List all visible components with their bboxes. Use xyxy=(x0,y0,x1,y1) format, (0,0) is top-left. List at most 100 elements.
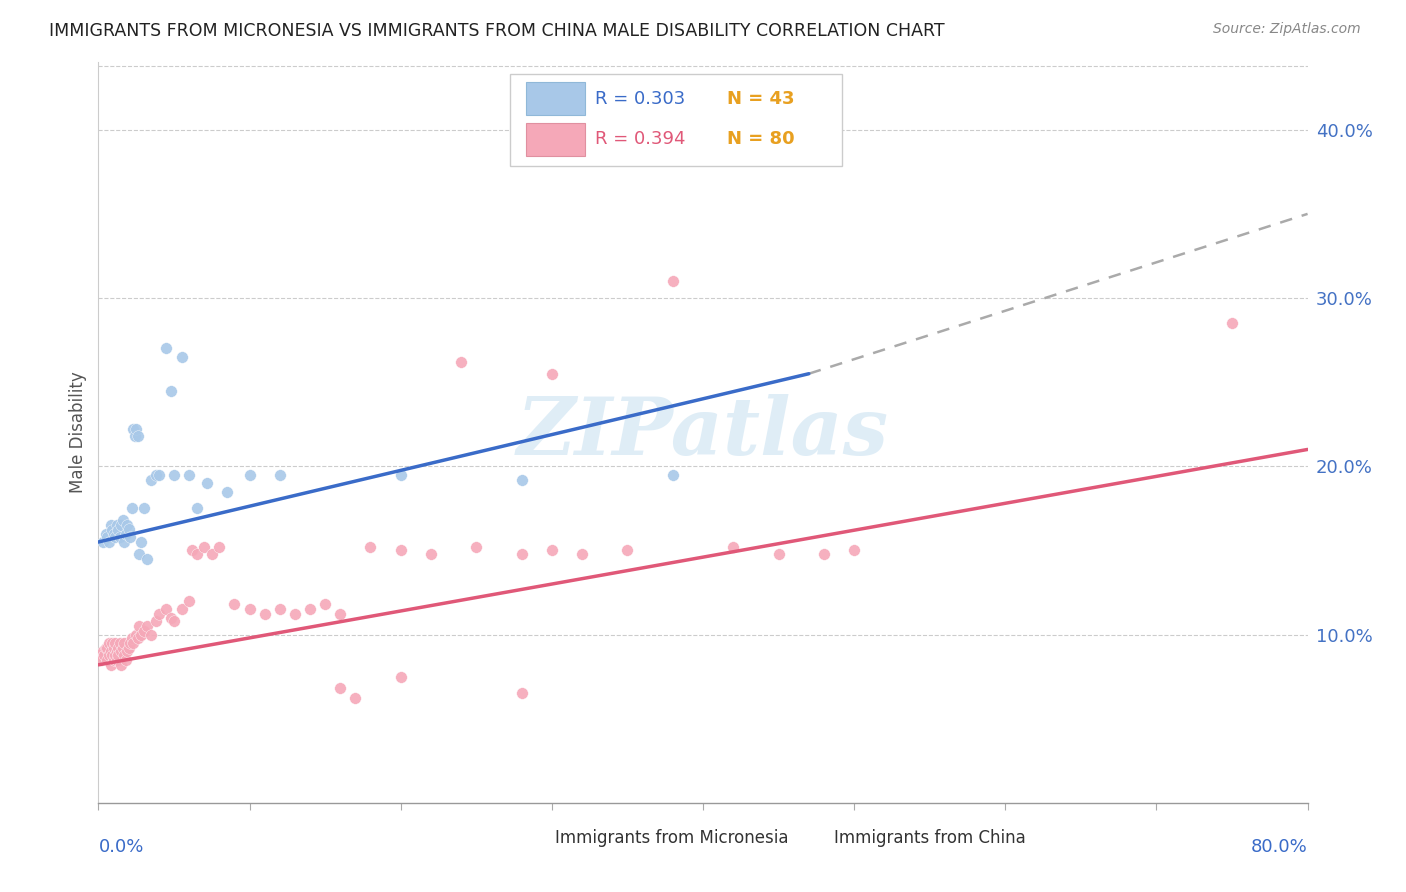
Point xyxy=(389,543,412,558)
Point xyxy=(91,644,114,658)
Point xyxy=(96,653,118,667)
Point xyxy=(120,636,142,650)
Point xyxy=(329,607,352,622)
Point xyxy=(94,526,117,541)
Point xyxy=(111,640,134,655)
Text: 0.0%: 0.0% xyxy=(98,838,143,856)
Point xyxy=(768,547,790,561)
Point xyxy=(104,636,127,650)
Point xyxy=(329,681,352,696)
Point xyxy=(145,467,167,482)
Point xyxy=(239,467,262,482)
Text: Source: ZipAtlas.com: Source: ZipAtlas.com xyxy=(1213,22,1361,37)
Point xyxy=(101,523,124,537)
Text: 80.0%: 80.0% xyxy=(1251,838,1308,856)
Point xyxy=(269,602,291,616)
Point xyxy=(107,648,129,662)
Point xyxy=(389,467,412,482)
Point xyxy=(129,535,152,549)
Point xyxy=(813,547,835,561)
Point xyxy=(105,518,128,533)
Point xyxy=(510,547,533,561)
Point xyxy=(160,384,183,398)
Point xyxy=(104,648,127,662)
Point xyxy=(148,467,170,482)
Point xyxy=(314,597,336,611)
Point xyxy=(94,640,117,655)
Point xyxy=(98,636,121,650)
Point xyxy=(105,644,128,658)
Text: ZIPatlas: ZIPatlas xyxy=(517,394,889,471)
Point xyxy=(98,648,121,662)
Point xyxy=(179,594,201,608)
Point xyxy=(186,501,208,516)
Point xyxy=(186,547,208,561)
Point xyxy=(96,640,118,655)
Point xyxy=(89,648,111,662)
Point xyxy=(104,530,127,544)
Point xyxy=(510,473,533,487)
Point xyxy=(844,543,866,558)
Text: N = 80: N = 80 xyxy=(727,129,794,148)
Point xyxy=(360,540,382,554)
Point xyxy=(661,274,683,288)
Point xyxy=(465,540,488,554)
Point xyxy=(179,467,201,482)
Point xyxy=(112,535,135,549)
Point xyxy=(103,640,125,655)
Point xyxy=(115,518,138,533)
Point xyxy=(540,543,562,558)
Point xyxy=(118,522,141,536)
Point xyxy=(163,467,186,482)
Point xyxy=(1220,316,1243,330)
Point xyxy=(107,640,129,655)
FancyBboxPatch shape xyxy=(517,825,548,850)
Point xyxy=(103,526,125,541)
Point xyxy=(389,670,412,684)
Point xyxy=(91,535,114,549)
Point xyxy=(135,619,157,633)
Point xyxy=(121,501,143,516)
Point xyxy=(148,607,170,622)
Point xyxy=(616,543,638,558)
Point xyxy=(121,631,143,645)
Point xyxy=(98,535,121,549)
Point xyxy=(450,355,472,369)
Point xyxy=(110,644,132,658)
Point xyxy=(100,644,122,658)
Point xyxy=(661,467,683,482)
Point xyxy=(163,614,186,628)
Y-axis label: Male Disability: Male Disability xyxy=(69,372,87,493)
Point xyxy=(127,631,149,645)
Point xyxy=(120,530,142,544)
Point xyxy=(571,547,593,561)
Point xyxy=(155,342,177,356)
Point xyxy=(128,547,150,561)
Point xyxy=(128,619,150,633)
Point xyxy=(420,547,443,561)
Point xyxy=(110,518,132,533)
Text: Immigrants from China: Immigrants from China xyxy=(834,830,1025,847)
Point xyxy=(122,422,145,436)
Point xyxy=(723,540,745,554)
Point xyxy=(170,350,193,364)
Point xyxy=(145,614,167,628)
Point xyxy=(284,607,307,622)
Point xyxy=(100,518,122,533)
Point xyxy=(132,624,155,639)
Point xyxy=(208,540,231,554)
Point xyxy=(224,597,246,611)
Point xyxy=(540,367,562,381)
Point xyxy=(96,530,118,544)
Text: N = 43: N = 43 xyxy=(727,90,794,109)
Point xyxy=(118,640,141,655)
Point xyxy=(124,429,146,443)
Point xyxy=(269,467,291,482)
Point xyxy=(510,686,533,700)
FancyBboxPatch shape xyxy=(509,73,842,166)
Point xyxy=(195,476,218,491)
Point xyxy=(93,648,115,662)
Point xyxy=(111,513,134,527)
Point xyxy=(103,653,125,667)
Point xyxy=(115,644,138,658)
